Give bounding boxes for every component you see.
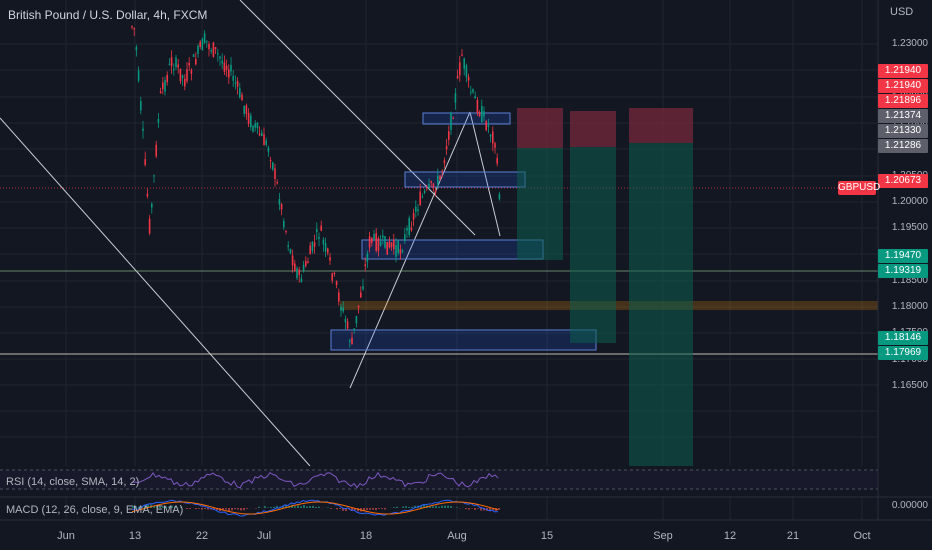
time-tick: Jul <box>256 530 272 542</box>
time-tick: 12 <box>723 530 737 542</box>
price-tag: 1.18146 <box>878 331 928 345</box>
chart-title: British Pound / U.S. Dollar, 4h, FXCM <box>8 8 208 22</box>
time-tick: 21 <box>786 530 800 542</box>
rsi-pane <box>0 466 878 496</box>
time-tick: 13 <box>128 530 142 542</box>
rsi-label[interactable]: RSI (14, close, SMA, 14, 2) <box>6 476 140 488</box>
price-tick: 1.20000 <box>891 195 928 207</box>
price-tag: 1.21330 <box>878 124 928 138</box>
time-tick: Oct <box>853 530 871 542</box>
price-tag: 1.19470 <box>878 249 928 263</box>
time-tick: 22 <box>195 530 209 542</box>
symbol-tag: GBPUSD <box>838 181 881 195</box>
price-tag: 1.21940 <box>878 64 928 78</box>
demand-zones[interactable] <box>330 112 597 351</box>
price-tag: 1.21374 <box>878 109 928 123</box>
time-tick: 18 <box>359 530 373 542</box>
price-tag: 1.21940 <box>878 79 928 93</box>
time-tick: Aug <box>447 530 467 542</box>
macd-label[interactable]: MACD (12, 26, close, 9, EMA, EMA) <box>6 504 184 516</box>
candlesticks <box>131 25 501 348</box>
price-tag: 1.21896 <box>878 94 928 108</box>
price-tag: 1.17969 <box>878 346 928 360</box>
price-tick: 0.00000 <box>891 500 928 511</box>
price-tick: 1.16500 <box>891 379 928 391</box>
price-tick: 1.23000 <box>891 38 928 49</box>
grid <box>0 0 878 520</box>
price-tag: 1.21286 <box>878 139 928 153</box>
price-tag: 1.19319 <box>878 264 928 278</box>
price-tag: 1.20673 <box>878 174 928 188</box>
time-tick: 15 <box>540 530 554 542</box>
time-tick: Sep <box>653 530 673 542</box>
price-tick: 1.18500 <box>891 274 928 286</box>
rsi-line <box>131 471 499 489</box>
signal-line <box>131 501 499 515</box>
currency-label[interactable]: USD <box>890 6 914 18</box>
short-position-tools[interactable] <box>517 108 693 466</box>
price-tick: 1.19500 <box>891 222 928 234</box>
macd-histogram <box>132 504 500 512</box>
time-tick: Jun <box>57 530 75 542</box>
price-tick: 1.18000 <box>891 301 928 312</box>
